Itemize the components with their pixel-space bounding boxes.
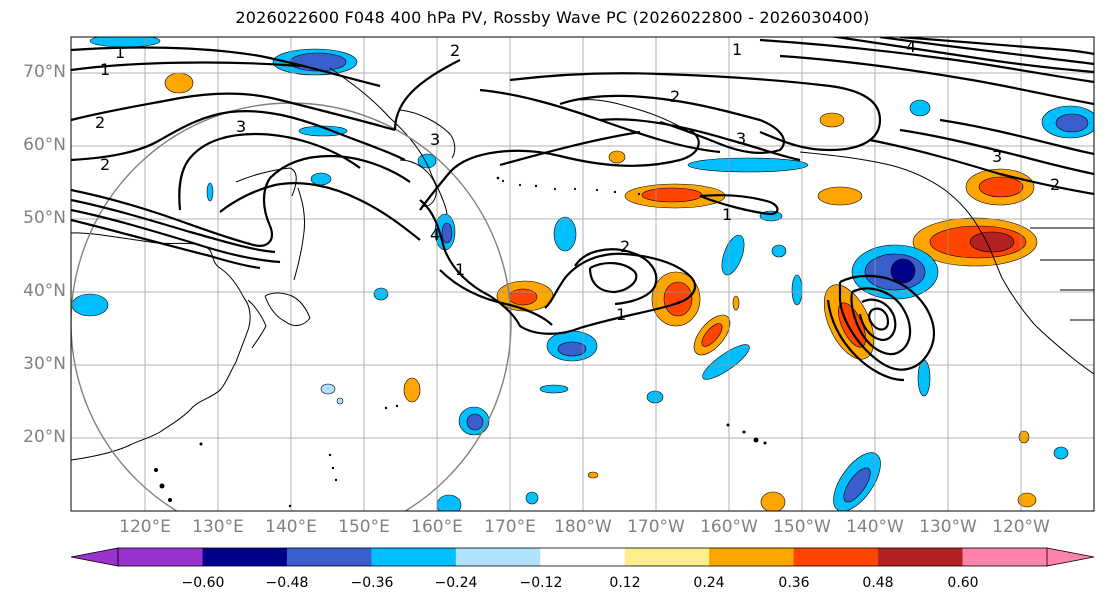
colorbar-cell [878, 548, 964, 566]
lat-label: 30°N [23, 354, 66, 374]
colorbar-cell [202, 548, 288, 566]
contour-label: 3 [430, 130, 440, 149]
contour-label: 2 [620, 237, 630, 256]
colorbar-cell [624, 548, 710, 566]
lon-label: 120°E [119, 517, 171, 537]
colorbar [70, 547, 1095, 567]
lat-label: 40°N [23, 281, 66, 301]
contour-label: 3 [736, 129, 746, 148]
colorbar-cell [455, 548, 541, 566]
contour-label: 3 [992, 147, 1002, 166]
lon-label: 130°E [192, 517, 244, 537]
map-frame [70, 36, 1095, 512]
colorbar-cell [286, 548, 372, 566]
contour-label: 1 [115, 43, 125, 62]
negative-anomalies [71, 37, 1094, 511]
lon-label: 170°W [627, 517, 685, 537]
contour-label: 2 [95, 113, 105, 132]
colorbar-tick-label: −0.36 [350, 575, 394, 591]
contour-label: 1 [616, 305, 626, 324]
contour-label: 2 [450, 41, 460, 60]
contour-label: 4 [906, 37, 916, 56]
map-title: 2026022600 F048 400 hPa PV, Rossby Wave … [235, 8, 870, 27]
contour-label: 4 [430, 225, 440, 244]
colorbar-tick-label: −0.48 [265, 575, 309, 591]
colorbar-frame [117, 547, 1048, 567]
lon-label: 120°W [992, 517, 1050, 537]
lon-label: 170°E [484, 517, 536, 537]
colorbar-cell [962, 548, 1048, 566]
lon-label: 150°E [338, 517, 390, 537]
contour-label: 2 [670, 87, 680, 106]
colorbar-tick-label: 0.48 [862, 575, 894, 591]
lon-label: 130°W [919, 517, 977, 537]
lat-label: 50°N [23, 208, 66, 228]
colorbar-cell [371, 548, 457, 566]
contour-label: 2 [100, 155, 110, 174]
contour-label-group: 1 1 2 2 3 3 4 2 1 2 1 3 3 4 2 2 1 1 [95, 37, 1060, 324]
colorbar-cell [118, 548, 203, 566]
contour-label: 1 [732, 40, 742, 59]
colorbar-cell [540, 548, 626, 566]
contour-label: 1 [455, 260, 465, 279]
islands [154, 176, 767, 508]
lon-label: 160°W [700, 517, 758, 537]
colorbar-tick-label: 0.12 [609, 575, 641, 591]
colorbar-tick-label: −0.24 [434, 575, 478, 591]
lon-label: 140°W [846, 517, 904, 537]
contour-label: 1 [100, 60, 110, 79]
contour-label: 2 [1050, 175, 1060, 194]
lon-label: 180°W [554, 517, 612, 537]
graticule [71, 37, 1094, 511]
colorbar-tick-label: −0.60 [181, 575, 225, 591]
colorbar-tick-label: −0.12 [519, 575, 563, 591]
colorbar-tick-label: 0.36 [778, 575, 810, 591]
colorbar-max-arrow [1046, 547, 1095, 567]
pv-contours [71, 37, 1094, 382]
lat-label: 70°N [23, 62, 66, 82]
colorbar-tick-label: 0.24 [693, 575, 725, 591]
colorbar-tick-label: 0.60 [947, 575, 979, 591]
lon-label: 150°W [773, 517, 831, 537]
colorbar-cell [793, 548, 879, 566]
contour-label: 1 [722, 205, 732, 224]
colorbar-min-arrow [70, 547, 119, 567]
lon-label: 140°E [265, 517, 317, 537]
colorbar-cell [709, 548, 795, 566]
contour-label: 3 [236, 117, 246, 136]
lat-label: 60°N [23, 135, 66, 155]
lat-label: 20°N [23, 427, 66, 447]
lon-label: 160°E [411, 517, 463, 537]
